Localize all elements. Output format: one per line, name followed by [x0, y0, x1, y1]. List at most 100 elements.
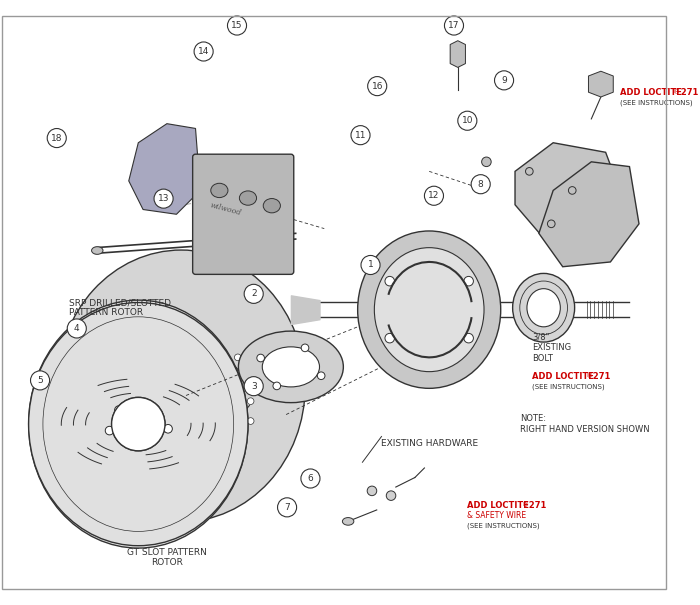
Circle shape — [108, 367, 115, 374]
Text: GT SLOT PATTERN
ROTOR: GT SLOT PATTERN ROTOR — [127, 548, 206, 567]
Text: 10: 10 — [461, 116, 473, 125]
Circle shape — [458, 111, 477, 130]
Circle shape — [194, 329, 200, 336]
Text: 12: 12 — [428, 191, 440, 200]
Text: 3/8"
EXISTING
BOLT: 3/8" EXISTING BOLT — [532, 333, 571, 363]
Circle shape — [194, 42, 214, 61]
Circle shape — [244, 377, 263, 396]
Circle shape — [148, 353, 215, 419]
Polygon shape — [539, 162, 639, 267]
Circle shape — [115, 406, 122, 414]
Circle shape — [317, 372, 325, 379]
Circle shape — [67, 319, 86, 338]
Text: ADD LOCTITE: ADD LOCTITE — [468, 501, 529, 509]
Circle shape — [247, 417, 254, 424]
FancyBboxPatch shape — [193, 154, 294, 274]
Circle shape — [277, 498, 297, 517]
Ellipse shape — [512, 273, 575, 342]
Circle shape — [526, 168, 533, 175]
Circle shape — [247, 398, 254, 405]
Text: 5: 5 — [37, 376, 43, 385]
Ellipse shape — [57, 250, 305, 522]
Circle shape — [31, 371, 50, 390]
Circle shape — [151, 405, 159, 413]
Ellipse shape — [374, 247, 484, 371]
Circle shape — [351, 126, 370, 145]
Circle shape — [105, 427, 114, 435]
Circle shape — [121, 411, 128, 418]
Ellipse shape — [239, 191, 257, 205]
Circle shape — [106, 427, 113, 434]
Circle shape — [263, 364, 270, 371]
Text: 9: 9 — [501, 76, 507, 85]
Circle shape — [150, 405, 160, 413]
Text: (SEE INSTRUCTIONS): (SEE INSTRUCTIONS) — [620, 99, 692, 106]
Ellipse shape — [211, 183, 228, 198]
Text: (SEE INSTRUCTIONS): (SEE INSTRUCTIONS) — [532, 384, 605, 390]
Ellipse shape — [29, 302, 248, 546]
Ellipse shape — [527, 289, 560, 327]
Circle shape — [47, 128, 66, 148]
Circle shape — [164, 425, 172, 433]
Text: (SEE INSTRUCTIONS): (SEE INSTRUCTIONS) — [468, 523, 540, 529]
Circle shape — [547, 220, 555, 227]
Text: 6: 6 — [307, 474, 314, 483]
Circle shape — [464, 276, 473, 286]
Circle shape — [228, 16, 246, 35]
Polygon shape — [515, 143, 620, 238]
Circle shape — [257, 354, 265, 362]
Ellipse shape — [342, 517, 354, 525]
Circle shape — [568, 186, 576, 194]
Text: NOTE:
RIGHT HAND VERSION SHOWN: NOTE: RIGHT HAND VERSION SHOWN — [520, 414, 650, 434]
Text: 3: 3 — [251, 382, 257, 391]
Circle shape — [205, 354, 212, 361]
Circle shape — [273, 382, 281, 390]
Circle shape — [368, 486, 377, 495]
Text: 8: 8 — [478, 180, 484, 189]
Circle shape — [205, 411, 212, 417]
Text: wilwood: wilwood — [209, 201, 243, 218]
Circle shape — [385, 333, 395, 343]
Text: 271: 271 — [678, 88, 699, 97]
Circle shape — [494, 71, 514, 90]
Text: 271: 271 — [526, 501, 547, 509]
Text: ADD LOCTITE: ADD LOCTITE — [532, 372, 594, 381]
Circle shape — [232, 382, 239, 389]
Text: EXISTING HARDWARE: EXISTING HARDWARE — [381, 439, 477, 448]
Circle shape — [444, 16, 463, 35]
Text: 16: 16 — [372, 82, 383, 91]
Text: 7: 7 — [284, 503, 290, 512]
Circle shape — [92, 401, 99, 408]
Circle shape — [234, 354, 241, 361]
Circle shape — [301, 344, 309, 352]
Circle shape — [108, 347, 115, 354]
Ellipse shape — [239, 331, 344, 403]
Circle shape — [301, 469, 320, 488]
Ellipse shape — [263, 198, 281, 213]
Text: & SAFETY WIRE: & SAFETY WIRE — [468, 511, 526, 520]
Text: 14: 14 — [198, 47, 209, 56]
Text: 4: 4 — [74, 324, 80, 333]
Text: 1: 1 — [368, 261, 373, 269]
Circle shape — [368, 77, 386, 96]
Text: ®: ® — [673, 89, 680, 95]
Text: 13: 13 — [158, 194, 169, 203]
Text: ADD LOCTITE: ADD LOCTITE — [620, 88, 682, 97]
Text: ®: ® — [522, 502, 528, 508]
Circle shape — [154, 189, 173, 208]
Circle shape — [464, 333, 473, 343]
Text: 18: 18 — [51, 134, 62, 143]
Ellipse shape — [92, 247, 103, 254]
Circle shape — [386, 491, 395, 500]
Circle shape — [150, 354, 158, 361]
Circle shape — [385, 276, 395, 286]
Text: 271: 271 — [590, 372, 610, 381]
Text: 11: 11 — [355, 131, 366, 140]
Circle shape — [136, 438, 144, 446]
Text: ®: ® — [586, 373, 593, 379]
Circle shape — [115, 406, 123, 414]
Circle shape — [150, 411, 158, 417]
Ellipse shape — [29, 300, 248, 548]
Text: SRP DRILLED/SLOTTED
PATTERN ROTOR: SRP DRILLED/SLOTTED PATTERN ROTOR — [69, 298, 171, 318]
Circle shape — [482, 157, 491, 166]
